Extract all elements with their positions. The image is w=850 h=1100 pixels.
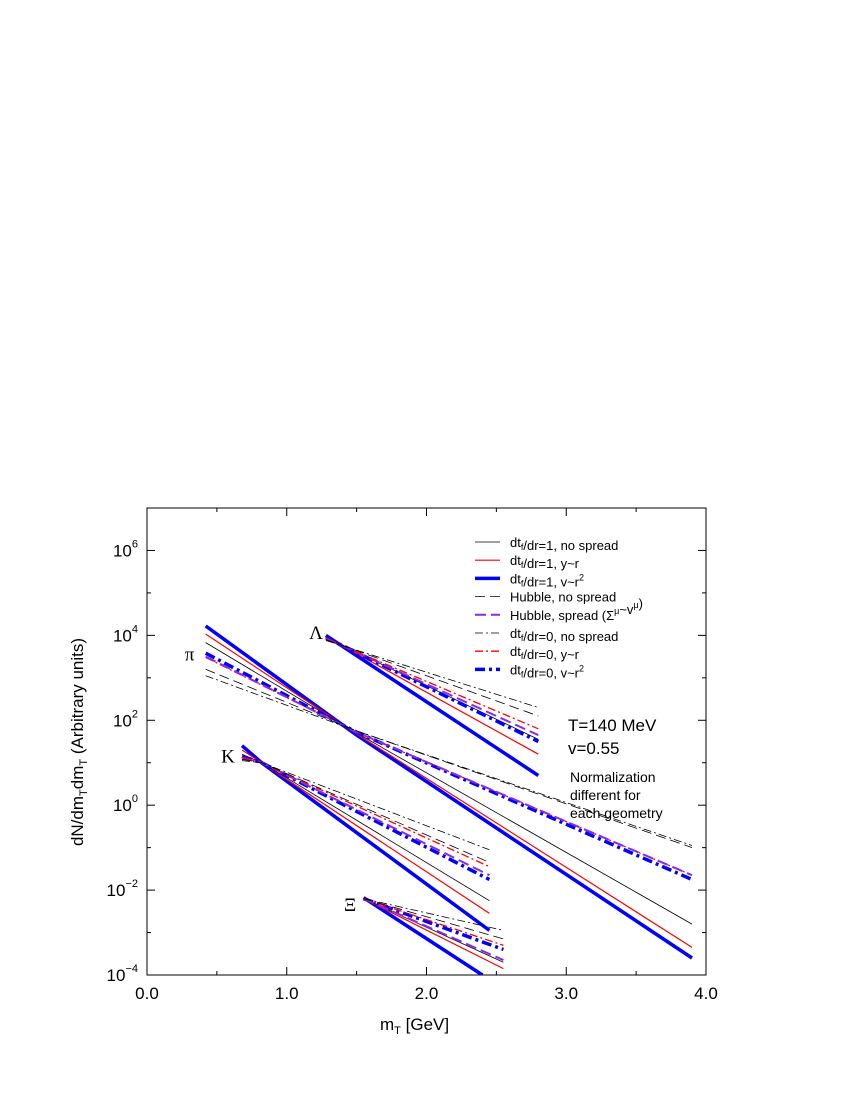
series-line-xi-thick-solid-blue [362,896,484,975]
plot-frame [146,507,707,976]
legend-label: dtf/dr=0, v~r2 [510,662,584,680]
series-line-xi-dashdot-red [363,897,504,946]
y-axis-title: dN/dmTdmT (Arbitrary units) [68,638,90,846]
series-line-xi-dash-black [363,898,504,940]
x-axis-title: mT [GeV] [380,1015,449,1037]
series-line-lambda-solid-red [325,636,539,755]
legend-label: dtf/dr=1, no spread [510,535,618,553]
particle-label: K [221,746,235,767]
x-tick-label: 2.0 [415,984,439,1003]
series-line-lambda-thick-dashdot-blue [325,635,540,744]
series-line-lambda-dashdot-black [325,640,539,708]
annotation-velocity: v=0.55 [568,739,620,758]
y-tick-label: 102 [113,708,138,730]
annotation-temperature: T=140 MeV [568,716,657,735]
series-line-xi-thick-dashdot-blue [363,896,504,952]
particle-label: Λ [309,623,323,644]
series-line-xi-dashdot-black [363,898,504,931]
series-line-pi-dash-black [205,668,693,848]
particle-label: π [185,644,195,665]
series-line-pi-thick-dashdot-blue [204,651,693,882]
legend-label: Hubble, spread (Σμ~vμ) [510,596,643,623]
y-tick-label: 106 [113,538,138,560]
y-tick-label: 100 [113,793,138,815]
legend-label: dtf/dr=1, y~r [510,553,580,571]
x-tick-label: 0.0 [135,984,159,1003]
x-tick-label: 1.0 [275,984,299,1003]
y-tick-label: 104 [113,623,138,645]
series-line-pi-dash-purple [205,655,693,877]
series-line-xi-dash-purple [363,897,504,962]
series-line-lambda-dash-black [325,639,539,717]
curves [204,624,693,975]
legend-label: dtf/dr=0, y~r [510,644,580,662]
series-line-pi-dashdot-red [205,656,693,876]
annotation-note-3: each geometry [570,805,663,821]
annotation-note-1: Normalization [570,769,656,785]
annotation-note-2: different for [570,787,641,803]
series-line-pi-dashdot-black [205,675,693,846]
series-line-pi-thick-solid-blue [204,624,693,960]
legend-label: dtf/dr=0, no spread [510,626,618,644]
series-line-lambda-dashdot-red [325,638,539,730]
legend-label: dtf/dr=1, v~r2 [510,571,584,589]
particle-labels: π Λ K Ξ [185,623,357,916]
y-tick-label: 10−2 [107,878,138,900]
series-line-k-dashdot-black [241,760,490,851]
series-line-lambda-thick-solid-blue [324,633,540,777]
series-line-xi-solid-red [363,898,504,970]
particle-label: Ξ [344,895,356,916]
y-tick-label: 10−4 [107,963,138,985]
x-tick-label: 4.0 [694,984,718,1003]
legend-label: Hubble, no spread [510,590,616,605]
axes: 0.0 1.0 2.0 3.0 4.0 10−4 10−2 100 102 104 106 [107,507,718,1003]
x-tick-label: 3.0 [554,984,578,1003]
